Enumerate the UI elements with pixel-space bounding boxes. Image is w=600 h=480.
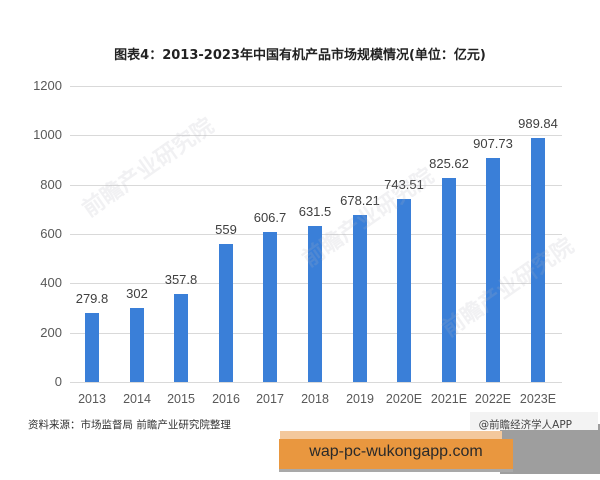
bar-chart: 0 200 400 600 800 1000 1200 279.8 2013 302 2014 357… — [33, 78, 562, 406]
y-tick-label: 1000 — [33, 127, 62, 142]
source-note: 资料来源：市场监督局 前瞻产业研究院整理 — [28, 419, 231, 431]
data-label: 989.84 — [518, 116, 558, 131]
data-label: 279.8 — [75, 291, 109, 306]
data-label: 743.51 — [384, 177, 424, 192]
bar-2014 — [130, 308, 144, 382]
y-tick-label: 600 — [40, 226, 62, 241]
x-tick-label: 2021E — [430, 392, 468, 406]
x-tick-label: 2020E — [385, 392, 423, 406]
gridline — [70, 382, 562, 383]
data-label: 825.62 — [429, 156, 469, 171]
y-tick-label: 1200 — [33, 78, 62, 93]
x-tick-label: 2014 — [123, 392, 151, 406]
bar-2018 — [308, 226, 322, 382]
bar-2020E — [397, 199, 411, 382]
bar-2021E — [442, 178, 456, 382]
data-label: 907.73 — [473, 136, 513, 151]
x-tick-label: 2016 — [212, 392, 240, 406]
bar-2019 — [353, 215, 367, 382]
y-tick-label: 400 — [40, 275, 62, 290]
data-label: 631.5 — [298, 204, 332, 219]
x-tick-label: 2013 — [78, 392, 106, 406]
banner-shadow — [500, 424, 600, 474]
data-label: 302 — [126, 286, 148, 301]
x-tick-label: 2022E — [474, 392, 512, 406]
y-tick-label: 200 — [40, 325, 62, 340]
chart-title: 图表4：2013-2023年中国有机产品市场规模情况(单位：亿元) — [114, 48, 486, 63]
bar-2013 — [85, 313, 99, 382]
x-tick-label: 2015 — [167, 392, 195, 406]
x-tick-label: 2023E — [519, 392, 557, 406]
gridline — [70, 185, 562, 186]
bar-2015 — [174, 294, 188, 382]
banner-bottom-shadow — [279, 469, 513, 472]
x-tick-label: 2019 — [346, 392, 374, 406]
credit-background — [470, 412, 598, 430]
site-banner[interactable]: wap-pc-wukongapp.com — [279, 439, 513, 469]
data-label: 606.7 — [253, 210, 287, 225]
x-tick-label: 2018 — [301, 392, 329, 406]
y-tick-label: 0 — [54, 374, 62, 389]
credit-text: @前瞻经济学人APP — [478, 419, 572, 431]
data-label: 357.8 — [164, 272, 198, 287]
gridline — [70, 86, 562, 87]
bar-2017 — [263, 232, 277, 382]
data-label: 559 — [215, 222, 237, 237]
banner-strip — [280, 431, 502, 439]
gridline — [70, 135, 562, 136]
bar-2022E — [486, 158, 500, 382]
data-label: 678.21 — [340, 193, 380, 208]
x-tick-label: 2017 — [256, 392, 284, 406]
bar-2023E — [531, 138, 545, 382]
bar-2016 — [219, 244, 233, 382]
y-tick-label: 800 — [40, 177, 62, 192]
